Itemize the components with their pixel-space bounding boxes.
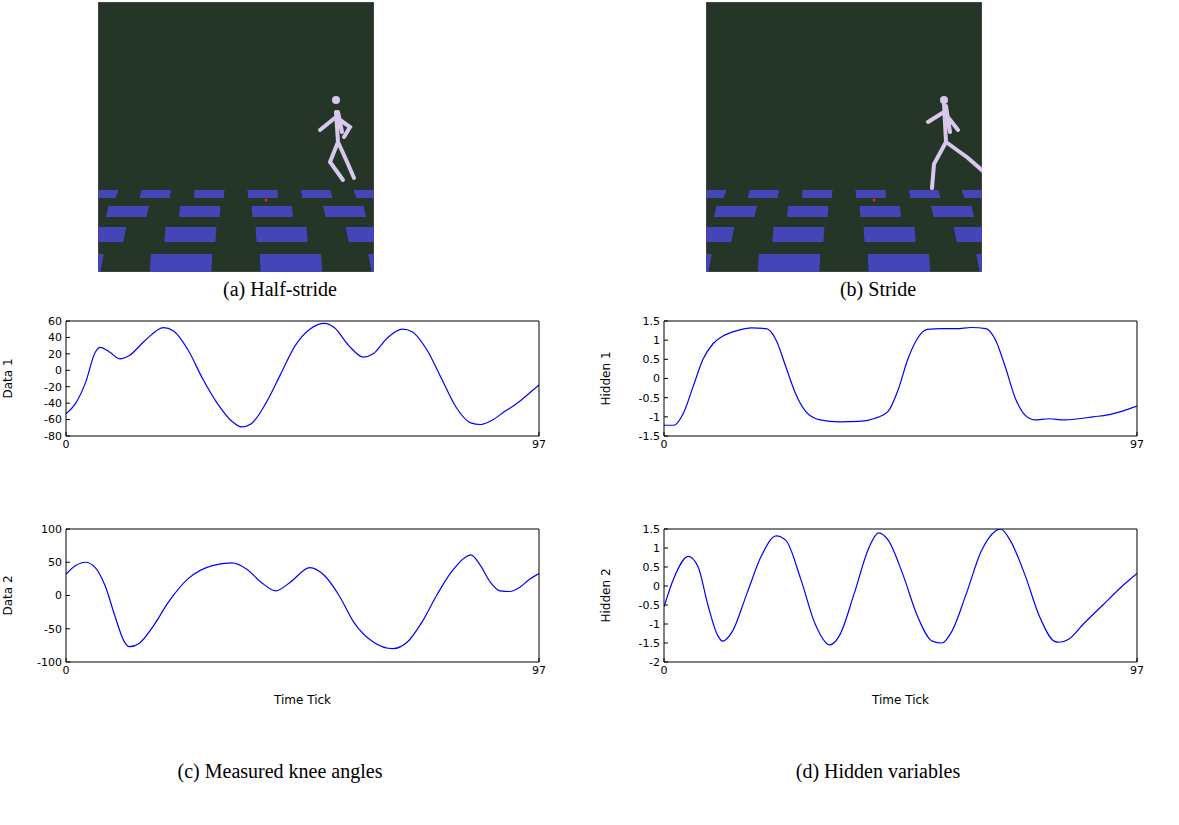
svg-text:-1: -1 bbox=[649, 618, 660, 631]
svg-text:20: 20 bbox=[48, 348, 62, 361]
svg-text:1: 1 bbox=[653, 542, 660, 555]
svg-text:0.5: 0.5 bbox=[643, 561, 661, 574]
svg-text:-1.5: -1.5 bbox=[639, 430, 660, 443]
svg-text:Hidden 2: Hidden 2 bbox=[599, 568, 613, 622]
svg-text:0: 0 bbox=[63, 438, 70, 451]
svg-text:-100: -100 bbox=[37, 656, 62, 669]
svg-text:1: 1 bbox=[653, 334, 660, 347]
svg-text:97: 97 bbox=[532, 664, 546, 677]
svg-text:100: 100 bbox=[41, 523, 62, 536]
svg-text:-40: -40 bbox=[44, 397, 62, 410]
html-text:(d) Hidden variables: (d) Hidden variables bbox=[795, 760, 961, 782]
svg-text:Time Tick: Time Tick bbox=[871, 693, 929, 707]
svg-text:-1: -1 bbox=[649, 411, 660, 424]
svg-text:-0.5: -0.5 bbox=[639, 392, 660, 405]
svg-text:-20: -20 bbox=[44, 381, 62, 394]
svg-text:0: 0 bbox=[661, 664, 668, 677]
svg-text:-50: -50 bbox=[44, 623, 62, 636]
svg-text:Time Tick: Time Tick bbox=[273, 693, 331, 707]
svg-text:1.5: 1.5 bbox=[643, 523, 661, 536]
svg-text:Data 2: Data 2 bbox=[1, 575, 15, 615]
svg-text:Hidden 1: Hidden 1 bbox=[599, 351, 613, 405]
svg-text:0: 0 bbox=[653, 580, 660, 593]
svg-text:0: 0 bbox=[55, 589, 62, 602]
svg-text:97: 97 bbox=[532, 438, 546, 451]
svg-text:0: 0 bbox=[653, 372, 660, 385]
html-text:(a) Half-stride: (a) Half-stride bbox=[223, 278, 337, 300]
svg-text:-0.5: -0.5 bbox=[639, 599, 660, 612]
html-text:(c) Measured knee angles: (c) Measured knee angles bbox=[177, 760, 383, 782]
svg-text:0: 0 bbox=[55, 364, 62, 377]
svg-text:0.5: 0.5 bbox=[643, 353, 661, 366]
svg-text:Data 1: Data 1 bbox=[1, 358, 15, 398]
svg-text:0: 0 bbox=[661, 438, 668, 451]
svg-text:-2: -2 bbox=[649, 656, 660, 669]
svg-text:97: 97 bbox=[1130, 438, 1144, 451]
svg-text:1.5: 1.5 bbox=[643, 315, 661, 328]
svg-text:-1.5: -1.5 bbox=[639, 637, 660, 650]
svg-text:40: 40 bbox=[48, 331, 62, 344]
svg-text:-80: -80 bbox=[44, 430, 62, 443]
svg-text:-60: -60 bbox=[44, 413, 62, 426]
svg-text:50: 50 bbox=[48, 556, 62, 569]
svg-text:0: 0 bbox=[63, 664, 70, 677]
html-text:(b) Stride: (b) Stride bbox=[840, 278, 916, 300]
svg-text:60: 60 bbox=[48, 315, 62, 328]
svg-text:97: 97 bbox=[1130, 664, 1144, 677]
